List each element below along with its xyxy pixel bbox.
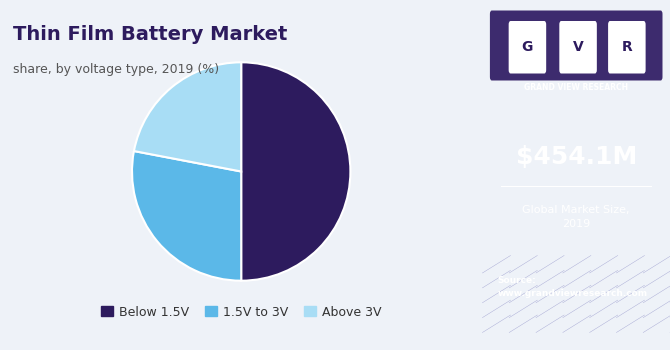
Text: G: G <box>522 40 533 54</box>
Wedge shape <box>132 151 241 281</box>
Legend: Below 1.5V, 1.5V to 3V, Above 3V: Below 1.5V, 1.5V to 3V, Above 3V <box>96 301 387 324</box>
Wedge shape <box>241 62 350 281</box>
Text: R: R <box>622 40 632 54</box>
FancyBboxPatch shape <box>509 21 546 74</box>
Text: V: V <box>573 40 584 54</box>
Text: $454.1M: $454.1M <box>516 146 636 169</box>
Text: GRAND VIEW RESEARCH: GRAND VIEW RESEARCH <box>524 83 628 92</box>
Text: Global Market Size,
2019: Global Market Size, 2019 <box>523 205 630 229</box>
FancyBboxPatch shape <box>608 21 646 74</box>
FancyBboxPatch shape <box>490 10 663 80</box>
Wedge shape <box>134 62 241 172</box>
FancyBboxPatch shape <box>559 21 597 74</box>
Text: Thin Film Battery Market: Thin Film Battery Market <box>13 25 288 43</box>
Text: Source:
www.grandviewresearch.com: Source: www.grandviewresearch.com <box>497 276 647 298</box>
Text: share, by voltage type, 2019 (%): share, by voltage type, 2019 (%) <box>13 63 220 76</box>
